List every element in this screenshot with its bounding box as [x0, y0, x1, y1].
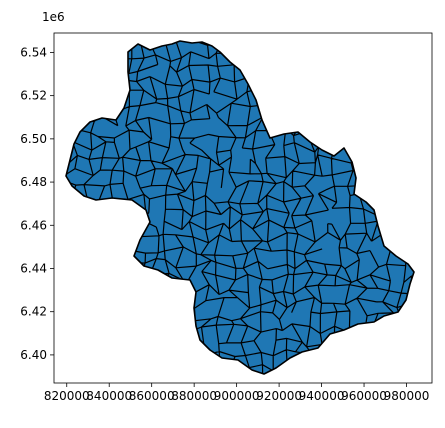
y-tick-label: 6.46: [20, 218, 47, 232]
y-tick-label: 6.44: [20, 261, 47, 275]
x-tick-label: 960000: [341, 389, 387, 403]
y-tick-label: 6.52: [20, 89, 47, 103]
x-tick-label: 900000: [214, 389, 260, 403]
y-tick-label: 6.48: [20, 175, 47, 189]
x-tick-label: 820000: [44, 389, 90, 403]
x-tick-label: 920000: [256, 389, 302, 403]
y-tick-label: 6.50: [20, 132, 47, 146]
x-tick-label: 980000: [384, 389, 430, 403]
y-axis-offset-label: 1e6: [42, 10, 65, 24]
y-tick-label: 6.54: [20, 45, 47, 59]
x-tick-label: 860000: [129, 389, 175, 403]
x-tick-label: 880000: [171, 389, 217, 403]
map-plot-area: [45, 25, 431, 387]
x-tick-label: 940000: [299, 389, 345, 403]
y-tick-label: 6.42: [20, 305, 47, 319]
y-tick-label: 6.40: [20, 348, 47, 362]
x-tick-label: 840000: [86, 389, 132, 403]
